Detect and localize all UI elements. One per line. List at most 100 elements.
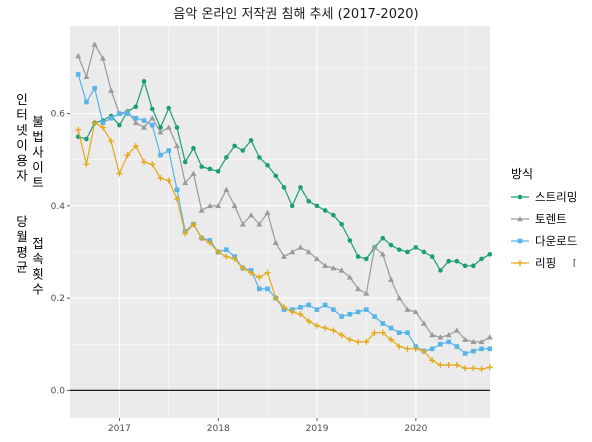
legend-label: 리핑 xyxy=(535,256,556,270)
y-axis-label-char: 불 xyxy=(32,114,44,129)
data-point xyxy=(396,247,402,252)
data-point xyxy=(132,142,139,149)
data-point xyxy=(322,325,329,332)
data-point xyxy=(429,357,436,364)
data-point xyxy=(133,104,139,110)
data-point xyxy=(83,73,90,79)
data-point xyxy=(405,249,410,255)
legend-item: 다운로드 xyxy=(511,234,577,248)
data-point xyxy=(248,138,254,143)
data-point xyxy=(289,203,295,209)
data-point xyxy=(165,177,172,184)
y-axis-label-char: 평 xyxy=(16,244,28,259)
data-point xyxy=(273,173,279,179)
data-point xyxy=(446,258,451,264)
data-point xyxy=(264,209,271,216)
data-point xyxy=(462,365,469,372)
data-point xyxy=(306,302,311,308)
y-axis-label-char: 월 xyxy=(16,229,28,244)
legend-marker xyxy=(517,260,523,266)
data-point xyxy=(84,136,89,142)
data-point xyxy=(462,351,468,356)
data-point xyxy=(462,263,468,269)
data-point xyxy=(371,244,378,250)
data-point xyxy=(182,230,189,237)
legend-marker xyxy=(517,238,523,244)
data-point xyxy=(198,207,205,213)
data-point xyxy=(478,338,485,345)
data-point xyxy=(454,344,460,349)
data-point xyxy=(413,245,419,250)
data-point xyxy=(346,336,353,343)
data-point xyxy=(141,124,148,130)
data-point xyxy=(330,327,337,334)
data-point xyxy=(165,124,172,130)
data-point xyxy=(420,320,427,326)
data-point xyxy=(83,161,90,168)
data-point xyxy=(479,256,484,262)
data-point xyxy=(256,221,263,227)
data-point xyxy=(396,330,402,335)
plot-panel xyxy=(70,26,490,418)
data-point xyxy=(232,143,237,149)
data-point xyxy=(305,248,312,255)
data-point xyxy=(339,314,344,319)
data-point xyxy=(486,334,493,340)
data-point xyxy=(149,115,156,121)
data-point xyxy=(322,208,328,213)
legend-label: 다운로드 xyxy=(535,234,577,248)
data-point xyxy=(363,338,370,345)
data-point xyxy=(380,321,386,326)
data-point xyxy=(132,119,139,126)
data-point xyxy=(429,346,435,352)
y-axis-label-char: 트 xyxy=(32,175,44,190)
data-point xyxy=(281,253,288,259)
data-point xyxy=(190,170,197,176)
data-point xyxy=(240,148,246,153)
data-point xyxy=(445,361,452,368)
y-axis-label-char: 접 xyxy=(32,236,44,251)
data-point xyxy=(272,295,279,302)
data-point xyxy=(371,329,378,336)
data-point xyxy=(438,341,443,347)
series-layer xyxy=(75,41,493,373)
data-point xyxy=(215,248,222,255)
data-point xyxy=(379,251,386,257)
data-point xyxy=(248,212,255,218)
data-point xyxy=(437,361,444,368)
data-point xyxy=(272,239,279,246)
data-point xyxy=(248,269,255,276)
data-point xyxy=(92,85,97,91)
data-point xyxy=(91,119,98,126)
data-point xyxy=(158,152,163,158)
legend-marker xyxy=(517,194,523,200)
data-point xyxy=(190,221,197,228)
data-point xyxy=(454,258,460,264)
data-point xyxy=(141,118,147,123)
data-point xyxy=(405,330,410,335)
y-axis-label-char: 넷 xyxy=(16,122,28,137)
data-point xyxy=(429,331,436,338)
chart-title: 음악 온라인 저작권 침해 추세 (2017-2020) xyxy=(173,7,418,22)
data-point xyxy=(166,148,172,153)
data-point xyxy=(355,254,361,259)
data-point xyxy=(100,120,106,126)
data-point xyxy=(199,164,204,169)
y-axis-label-char: 법 xyxy=(32,129,44,144)
legend-stray-mark: ⌈ xyxy=(573,259,577,269)
data-point xyxy=(265,162,270,168)
data-point xyxy=(108,87,115,93)
data-point xyxy=(330,265,337,271)
data-point xyxy=(224,155,229,160)
data-point xyxy=(322,262,329,269)
data-point xyxy=(257,155,262,160)
data-point xyxy=(420,348,427,355)
data-point xyxy=(207,166,213,172)
legend-label: 스트리밍 xyxy=(535,190,577,204)
data-point xyxy=(421,249,427,255)
data-point xyxy=(445,331,452,338)
data-point xyxy=(313,255,320,262)
data-point xyxy=(446,339,451,345)
data-point xyxy=(224,247,229,252)
